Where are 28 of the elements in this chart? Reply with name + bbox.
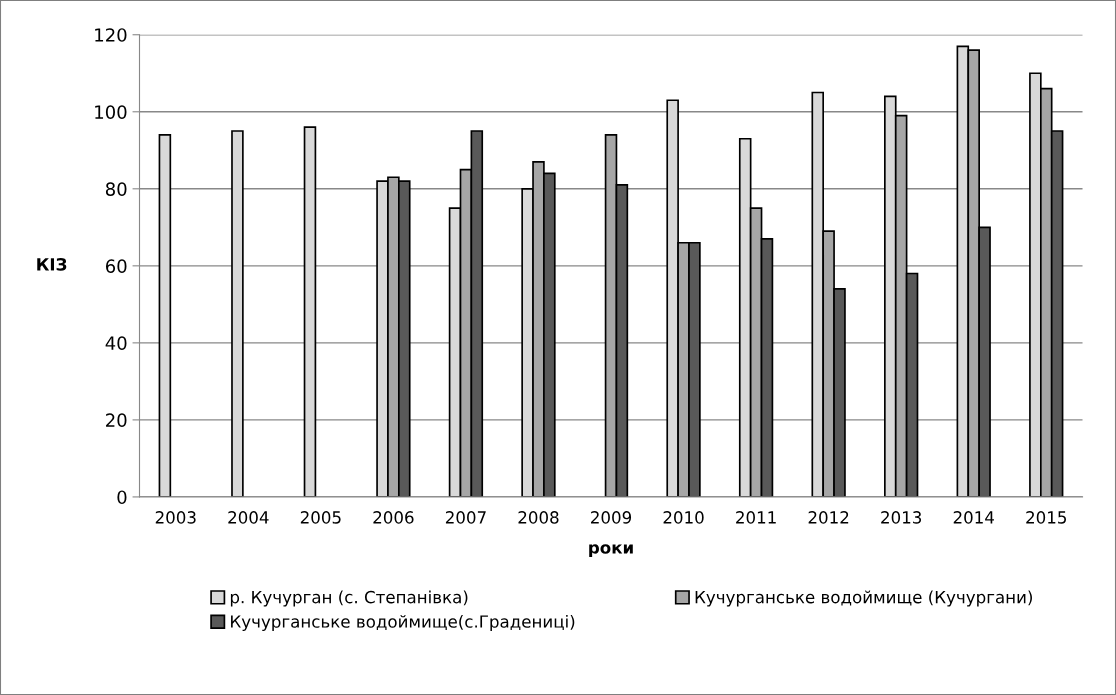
y-tick-label: 0 xyxy=(117,490,127,505)
y-tick-label: 80 xyxy=(105,182,127,196)
x-tick-label: 2013 xyxy=(881,511,922,524)
legend-label: р. Кучурган (с. Степанівка) xyxy=(230,590,468,607)
y-tick-label: 120 xyxy=(95,28,127,42)
x-tick-label: 2015 xyxy=(1026,511,1066,524)
x-tick-label: 2006 xyxy=(373,511,414,524)
x-axis-title: роки xyxy=(589,544,633,557)
bar xyxy=(231,130,244,497)
x-tick-label: 2011 xyxy=(736,511,776,524)
legend-label: Кучурганське водоймище (Кучургани) xyxy=(695,590,1032,607)
x-tick-label: 2007 xyxy=(445,511,486,524)
x-tick-label: 2003 xyxy=(155,511,196,524)
y-axis-title: КІЗ xyxy=(37,258,67,271)
bar xyxy=(158,134,172,497)
x-tick-label: 2012 xyxy=(808,511,849,524)
x-tick-label: 2009 xyxy=(591,511,632,524)
legend-label: Кучурганське водоймище(с.Градениці) xyxy=(231,614,575,632)
x-tick-label: 2005 xyxy=(300,511,341,524)
y-tick-label: 20 xyxy=(106,413,127,428)
y-tick-label: 40 xyxy=(105,336,127,350)
x-tick-label: 2004 xyxy=(228,511,269,524)
x-tick-label: 2014 xyxy=(953,511,994,524)
x-tick-label: 2010 xyxy=(663,511,704,524)
y-tick-label: 60 xyxy=(105,259,127,273)
x-tick-label: 2008 xyxy=(518,511,559,524)
y-tick-label: 100 xyxy=(95,105,127,119)
bar xyxy=(303,126,317,497)
